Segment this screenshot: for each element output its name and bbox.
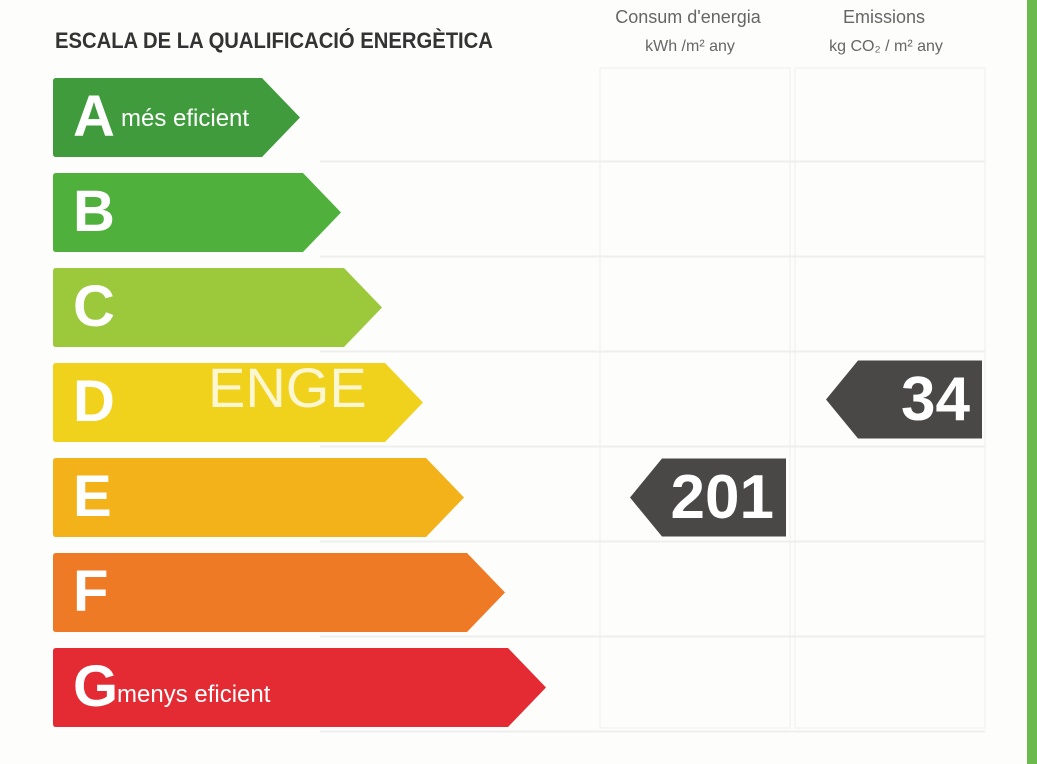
grade-arrow	[53, 173, 341, 252]
grade-arrow	[53, 458, 464, 537]
grade-arrow	[53, 648, 546, 727]
border	[1027, 0, 1037, 764]
grade-arrow	[53, 553, 505, 632]
grade-arrow	[53, 268, 382, 347]
column-unit: kg CO₂ / m² any	[829, 38, 943, 55]
grade-letter: D	[73, 369, 115, 434]
grade-letter: E	[73, 464, 112, 529]
rating-badge	[826, 360, 982, 439]
grade-letter: C	[73, 274, 115, 339]
grade-arrow	[53, 363, 423, 442]
grid	[599, 67, 986, 729]
grade-letter: G	[73, 654, 118, 719]
column-title: Consum d'energia	[615, 7, 762, 27]
grade-letter: F	[73, 559, 108, 624]
grade-arrow	[53, 78, 300, 157]
watermark: ENGE	[208, 356, 367, 419]
rating-badge	[630, 458, 786, 537]
column-title: Emissions	[843, 7, 925, 27]
grade-caption: més eficient	[121, 105, 249, 132]
column-unit: kWh /m² any	[645, 38, 735, 55]
rating-value: 201	[671, 463, 774, 532]
rating-value: 34	[901, 365, 970, 434]
grade-letter: A	[73, 84, 115, 149]
grade-caption: menys eficient	[117, 681, 271, 708]
grade-letter: B	[73, 179, 115, 244]
title: ESCALA DE LA QUALIFICACIÓ ENERGÈTICA	[55, 28, 493, 53]
